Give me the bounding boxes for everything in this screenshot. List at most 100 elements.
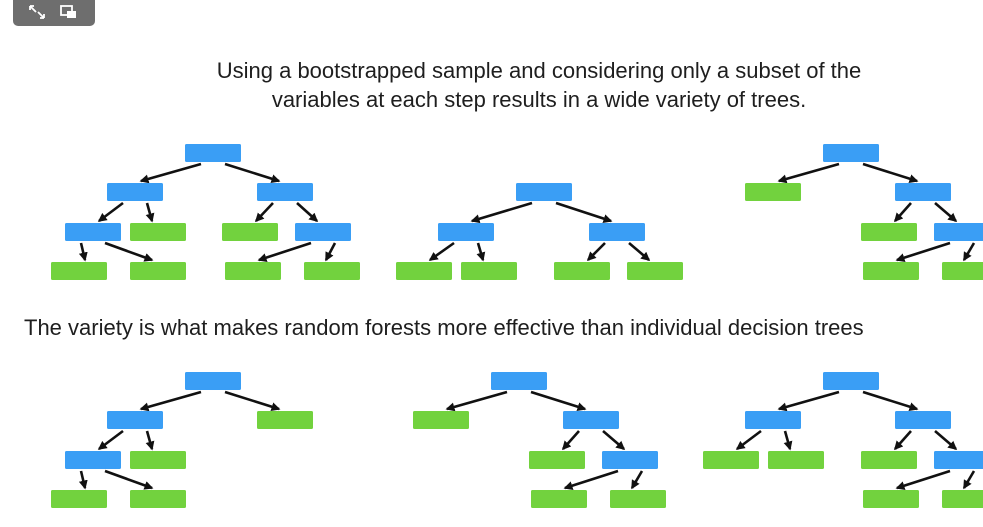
tree-edge-arrow [139, 390, 202, 412]
leaf-node [51, 490, 107, 508]
tree-edge-arrow [428, 241, 455, 262]
split-node [257, 183, 313, 201]
video-controls [13, 0, 95, 26]
tree-edge-arrow [562, 430, 580, 451]
leaf-node [863, 490, 919, 508]
tree-edge-arrow [962, 242, 976, 262]
split-node [438, 223, 494, 241]
decision-tree-4 [51, 372, 313, 508]
tree-edge-arrow [777, 162, 840, 184]
tree-edge-arrow [628, 242, 651, 261]
split-node [563, 411, 619, 429]
expand-arrows-icon[interactable] [27, 3, 47, 21]
leaf-node [396, 262, 452, 280]
decision-tree-3 [745, 144, 983, 280]
tree-edge-arrow [145, 202, 155, 223]
tree-edge-arrow [555, 201, 613, 223]
tree-edge-arrow [563, 469, 619, 490]
split-node [295, 223, 351, 241]
tree-edge-arrow [783, 430, 793, 451]
split-node [934, 223, 983, 241]
tree-edge-arrow [962, 470, 976, 490]
split-node [516, 183, 572, 201]
split-node [107, 183, 163, 201]
leaf-node [225, 262, 281, 280]
tree-edge-arrow [97, 201, 124, 223]
tree-edge-arrow [895, 241, 951, 262]
leaf-node [863, 262, 919, 280]
split-node [895, 411, 951, 429]
caption-line-3: The variety is what makes random forests… [24, 315, 864, 340]
decision-tree-6 [703, 372, 983, 508]
tree-edge-arrow [104, 469, 154, 490]
split-node [602, 451, 658, 469]
decision-tree-5 [413, 372, 666, 508]
split-node [934, 451, 983, 469]
leaf-node [130, 490, 186, 508]
tree-edge-arrow [470, 201, 533, 224]
split-node [107, 411, 163, 429]
decision-tree-2 [396, 183, 683, 280]
tree-edge-arrow [630, 470, 644, 490]
tree-edge-arrow [224, 162, 281, 184]
split-node [745, 411, 801, 429]
split-node [823, 144, 879, 162]
split-node [65, 223, 121, 241]
tree-edge-arrow [78, 242, 88, 262]
caption-line-1: Using a bootstrapped sample and consider… [217, 58, 862, 83]
tree-edge-arrow [895, 469, 951, 490]
tree-edge-arrow [586, 242, 606, 262]
tree-edge-arrow [224, 390, 281, 412]
tree-edge-arrow [894, 430, 912, 451]
tree-edge-arrow [777, 390, 840, 412]
tree-edge-arrow [97, 429, 124, 451]
leaf-node [768, 451, 824, 469]
leaf-node [130, 451, 186, 469]
tree-edge-arrow [602, 430, 626, 450]
leaf-node [304, 262, 360, 280]
leaf-node [461, 262, 517, 280]
leaf-node [861, 451, 917, 469]
tree-edge-arrow [104, 241, 154, 262]
picture-in-picture-icon[interactable] [59, 3, 79, 21]
tree-edge-arrow [78, 470, 88, 490]
split-node [185, 372, 241, 390]
leaf-node [942, 490, 983, 508]
leaf-node [531, 490, 587, 508]
split-node [895, 183, 951, 201]
tree-edge-arrow [145, 430, 155, 451]
leaf-node [745, 183, 801, 201]
leaf-node [610, 490, 666, 508]
split-node [491, 372, 547, 390]
tree-edge-arrow [445, 390, 508, 412]
tree-edge-arrow [735, 429, 762, 451]
leaf-node [861, 223, 917, 241]
tree-edge-arrow [862, 390, 919, 412]
leaf-node [627, 262, 683, 280]
leaf-node [130, 262, 186, 280]
leaf-node [942, 262, 983, 280]
tree-edge-arrow [862, 162, 919, 184]
decision-tree-1 [51, 144, 360, 280]
leaf-node [257, 411, 313, 429]
leaf-node [130, 223, 186, 241]
split-node [185, 144, 241, 162]
leaf-node [703, 451, 759, 469]
split-node [65, 451, 121, 469]
leaf-node [51, 262, 107, 280]
decision-trees-group [51, 144, 983, 508]
split-node [823, 372, 879, 390]
tree-edge-arrow [476, 242, 486, 262]
caption-line-2: variables at each step results in a wide… [272, 87, 806, 112]
tree-edge-arrow [894, 202, 912, 223]
tree-edge-arrow [934, 202, 958, 222]
tree-edge-arrow [257, 241, 312, 262]
leaf-node [222, 223, 278, 241]
leaf-node [413, 411, 469, 429]
leaf-node [554, 262, 610, 280]
tree-edge-arrow [296, 202, 319, 223]
tree-edge-arrow [934, 430, 958, 450]
tree-edge-arrow [254, 202, 274, 223]
tree-edge-arrow [139, 162, 202, 184]
